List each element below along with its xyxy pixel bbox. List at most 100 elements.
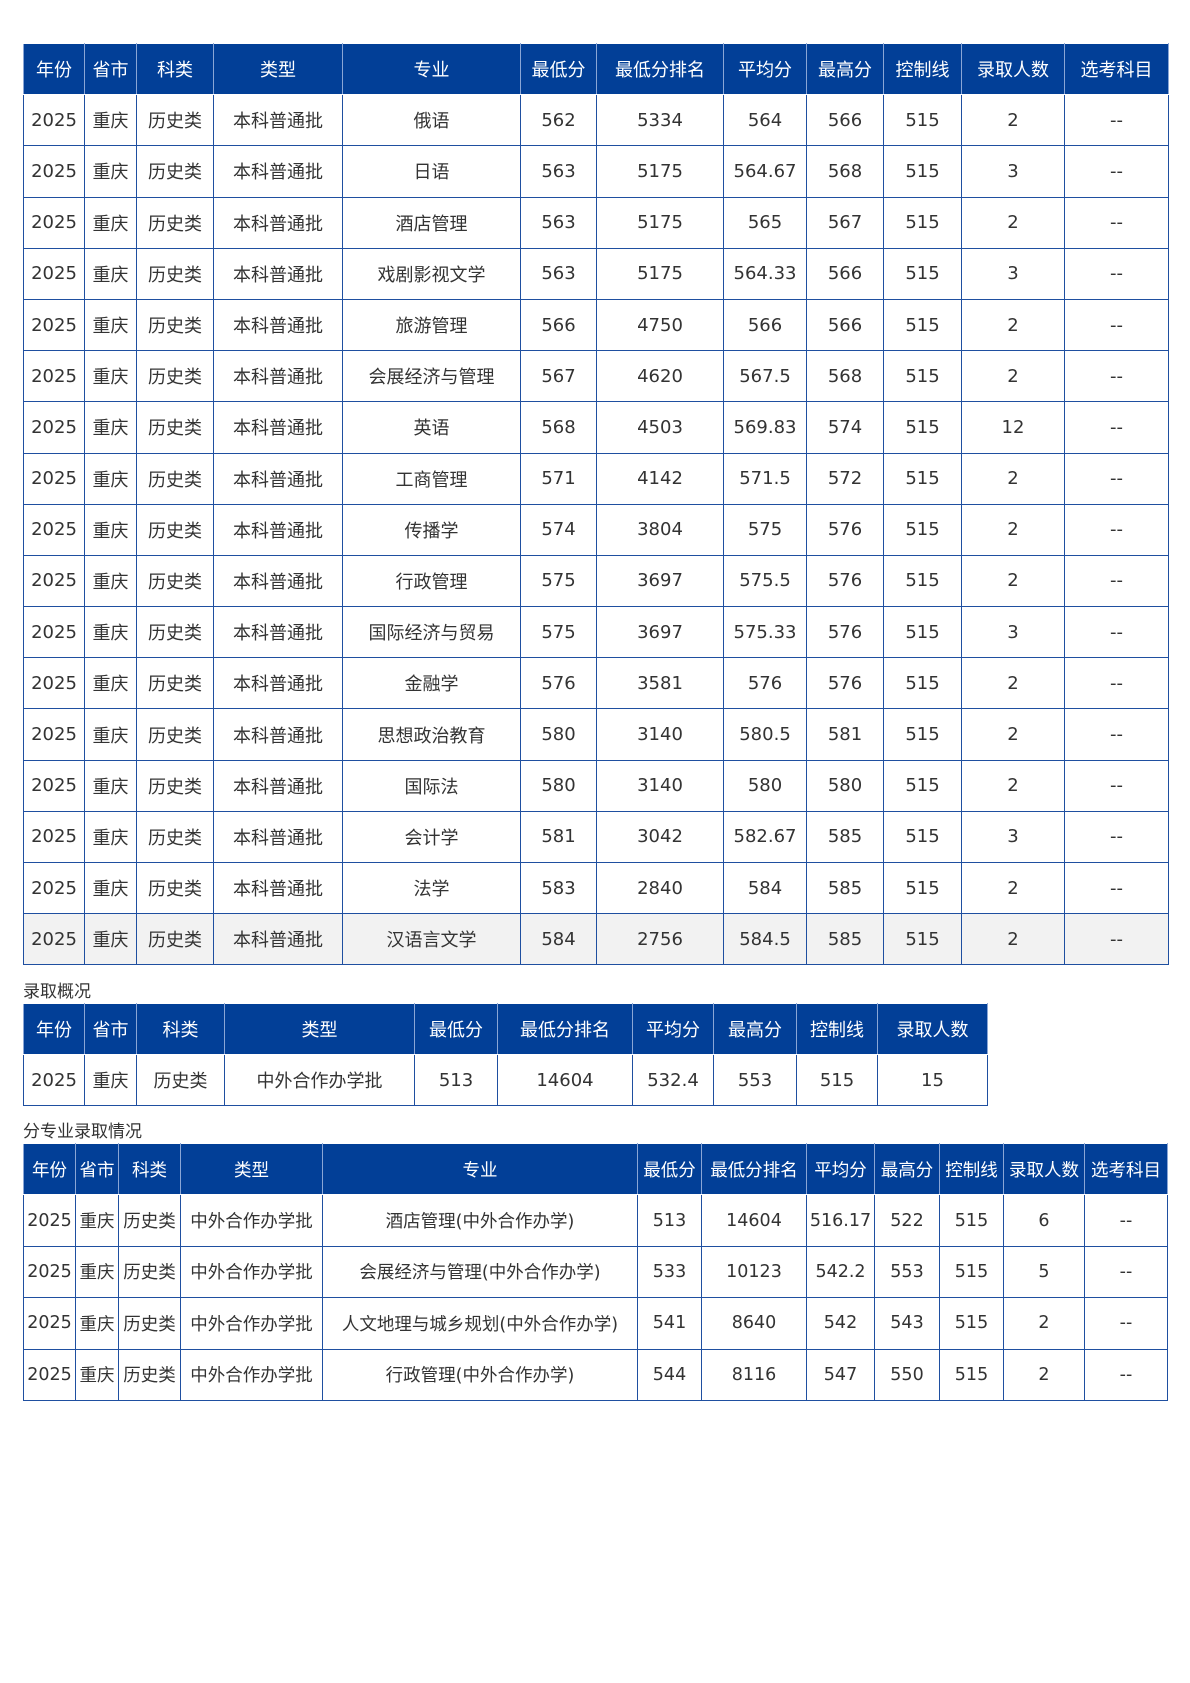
table-cell: 581 xyxy=(520,810,597,864)
table-cell: 585 xyxy=(806,861,884,915)
table-cell: -- xyxy=(1084,1297,1168,1350)
table-cell: 564.33 xyxy=(723,247,807,300)
table-cell: 重庆 xyxy=(75,1245,119,1299)
table-cell: 本科普通批 xyxy=(213,401,343,454)
table-cell: 2025 xyxy=(23,401,85,454)
table-cell: 515 xyxy=(883,94,962,147)
table-cell: 515 xyxy=(883,657,962,710)
table-cell: 553 xyxy=(713,1054,797,1106)
admission-overview-table: 年份 省市 科类 类型 最低分 最低分排名 平均分 最高分 控制线 录取人数 2025 重庆 历史类 中外… xyxy=(23,1003,988,1106)
table-row: 2025 重庆 历史类 中外合作办学批 会展经济与管理(中外合作办学) 533 10123 5… xyxy=(23,1245,1168,1299)
table-cell: 580 xyxy=(723,759,807,812)
table-cell: 566 xyxy=(520,298,597,352)
table-cell: 2025 xyxy=(23,503,85,556)
table-cell: 5 xyxy=(1003,1245,1085,1299)
table-row: 2025 重庆 历史类 本科普通批 日语 563 5175 564.67 568 515 3 -- xyxy=(23,145,1169,198)
table-row: 2025 重庆 历史类 中外合作办学批 行政管理(中外合作办学) 544 8116 547 55… xyxy=(23,1348,1168,1401)
table-cell: 566 xyxy=(723,298,807,352)
table-cell: 14604 xyxy=(497,1054,633,1106)
table-cell: 2 xyxy=(961,554,1065,608)
table-cell: 2 xyxy=(961,657,1065,710)
table-cell: 544 xyxy=(637,1348,702,1401)
table-cell: 3581 xyxy=(596,657,724,710)
column-header: 省市 xyxy=(84,42,137,96)
table-cell: 汉语言文学 xyxy=(342,913,521,966)
table-cell: 515 xyxy=(883,708,962,761)
table-cell: 历史类 xyxy=(136,1054,225,1106)
table-cell: 15 xyxy=(877,1054,988,1106)
table-cell: 2756 xyxy=(596,913,724,966)
table-cell: 567.5 xyxy=(723,350,807,403)
table-row: 2025 重庆 历史类 本科普通批 旅游管理 566 4750 566 566 515 2 -- xyxy=(23,298,1169,352)
table-cell: 574 xyxy=(806,401,884,454)
table-row: 2025 重庆 历史类 本科普通批 工商管理 571 4142 571.5 572 515 2 -- xyxy=(23,452,1169,505)
table-cell: 历史类 xyxy=(118,1245,181,1299)
column-header: 控制线 xyxy=(939,1142,1004,1196)
table-cell: 515 xyxy=(883,298,962,352)
column-header: 最低分 xyxy=(520,42,597,96)
table-cell: 2025 xyxy=(23,452,85,505)
column-header: 最高分 xyxy=(713,1003,797,1055)
table-cell: 3140 xyxy=(596,708,724,761)
table-cell: 580 xyxy=(806,759,884,812)
table-row: 2025 重庆 历史类 本科普通批 汉语言文学 584 2756 584.5 585 515 2 -- xyxy=(23,913,1169,966)
table-cell: 515 xyxy=(883,247,962,300)
table-row: 2025 重庆 历史类 本科普通批 金融学 576 3581 576 576 515 2 -- xyxy=(23,657,1169,710)
table-cell: 重庆 xyxy=(84,401,137,454)
table-cell: 金融学 xyxy=(342,657,521,710)
table-cell: -- xyxy=(1084,1245,1168,1299)
table-cell: 533 xyxy=(637,1245,702,1299)
table-cell: 2 xyxy=(961,196,1065,249)
table-cell: 513 xyxy=(414,1054,498,1106)
column-header: 省市 xyxy=(84,1003,137,1055)
table-row: 2025 重庆 历史类 中外合作办学批 人文地理与城乡规划(中外合作办学) 541 8640… xyxy=(23,1297,1168,1350)
table-cell: 本科普通批 xyxy=(213,606,343,659)
table-cell: 515 xyxy=(883,810,962,864)
table-cell: 515 xyxy=(883,145,962,198)
table-cell: 515 xyxy=(883,861,962,915)
table-cell: 法学 xyxy=(342,861,521,915)
column-header: 最高分 xyxy=(806,42,884,96)
column-header: 类型 xyxy=(224,1003,415,1055)
table-cell: 553 xyxy=(874,1245,940,1299)
column-header: 类型 xyxy=(180,1142,323,1196)
table-cell: 515 xyxy=(939,1245,1004,1299)
column-header: 科类 xyxy=(118,1142,181,1196)
table-cell: 历史类 xyxy=(136,861,214,915)
table-cell: 3042 xyxy=(596,810,724,864)
table-cell: 历史类 xyxy=(136,401,214,454)
table-cell: 戏剧影视文学 xyxy=(342,247,521,300)
table-cell: 575.5 xyxy=(723,554,807,608)
table-cell: 522 xyxy=(874,1194,940,1247)
table-cell: 584 xyxy=(520,913,597,966)
table-cell: 565 xyxy=(723,196,807,249)
table-cell: 3697 xyxy=(596,606,724,659)
table-cell: 542 xyxy=(806,1297,875,1350)
table-cell: 中外合作办学批 xyxy=(180,1194,323,1247)
table-cell: 568 xyxy=(806,350,884,403)
table-cell: 515 xyxy=(883,913,962,966)
table-cell: 568 xyxy=(520,401,597,454)
table-cell: 583 xyxy=(520,861,597,915)
by-major-label: 分专业录取情况 xyxy=(23,1122,142,1142)
table-cell: 重庆 xyxy=(75,1348,119,1401)
table-cell: 2025 xyxy=(23,861,85,915)
table-cell: -- xyxy=(1064,913,1169,966)
table-cell: 2025 xyxy=(23,913,85,966)
table-cell: 571.5 xyxy=(723,452,807,505)
table-cell: 5175 xyxy=(596,145,724,198)
table-cell: 2 xyxy=(961,503,1065,556)
table-cell: 重庆 xyxy=(84,196,137,249)
table-row: 2025 重庆 历史类 中外合作办学批 酒店管理(中外合作办学) 513 14604 516.… xyxy=(23,1194,1168,1247)
table-cell: 3 xyxy=(961,606,1065,659)
table-cell: 历史类 xyxy=(136,298,214,352)
column-header: 年份 xyxy=(23,42,85,96)
table-cell: 3697 xyxy=(596,554,724,608)
table-cell: 515 xyxy=(939,1297,1004,1350)
table-cell: 580 xyxy=(520,759,597,812)
table-cell: 2025 xyxy=(23,1054,85,1106)
table-cell: 行政管理(中外合作办学) xyxy=(322,1348,638,1401)
table-cell: 566 xyxy=(806,247,884,300)
table-row: 2025 重庆 历史类 本科普通批 思想政治教育 580 3140 580.5 581 515 2-… xyxy=(23,708,1169,761)
table-cell: -- xyxy=(1064,708,1169,761)
